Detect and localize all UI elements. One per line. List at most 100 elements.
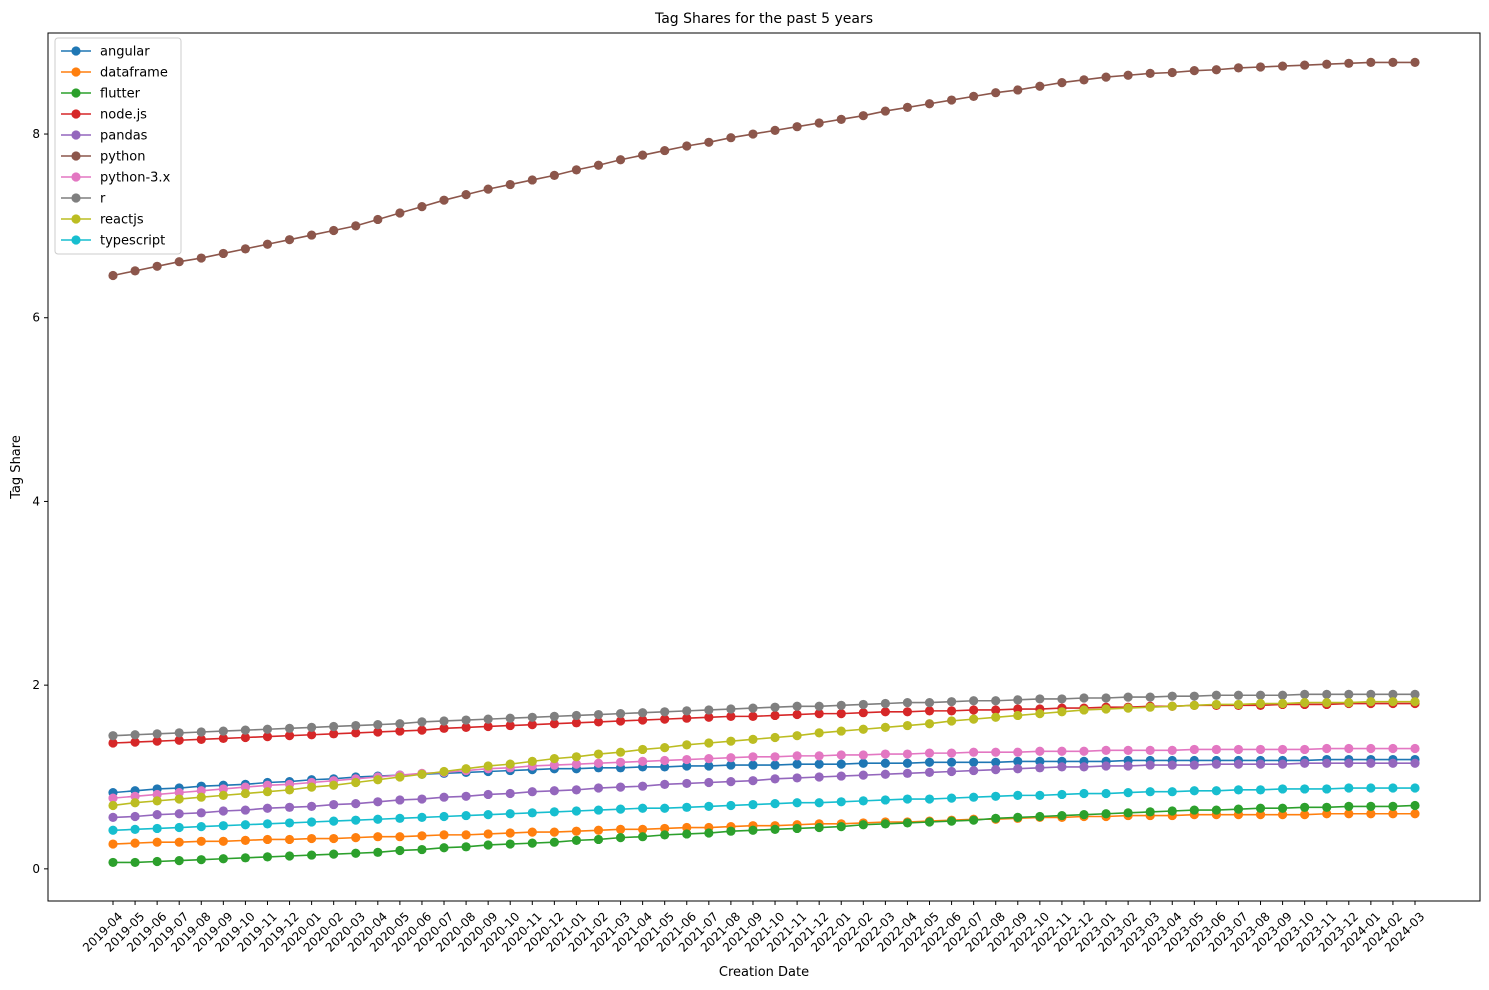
- data-point: [1211, 805, 1221, 815]
- data-point: [1035, 756, 1045, 766]
- data-point: [748, 711, 758, 721]
- data-point: [682, 740, 692, 750]
- data-point: [1410, 743, 1420, 754]
- data-point: [417, 202, 427, 212]
- data-point: [571, 806, 582, 816]
- data-point: [1410, 758, 1420, 768]
- legend-item-angular: angular: [61, 45, 150, 60]
- data-point: [483, 840, 493, 850]
- legend: angular dataframe flutter node.js pandas pyth…: [54, 37, 182, 255]
- data-point: [152, 789, 162, 800]
- data-point: [483, 184, 493, 194]
- data-point: [1344, 698, 1354, 708]
- data-point: [615, 833, 626, 843]
- data-point: [704, 828, 714, 838]
- data-point: [527, 756, 537, 766]
- data-point: [461, 810, 471, 821]
- data-point: [726, 704, 736, 714]
- data-point: [1167, 760, 1177, 770]
- data-point: [549, 807, 559, 817]
- data-point: [1277, 784, 1288, 794]
- data-point: [1167, 67, 1177, 78]
- data-point: [946, 697, 957, 707]
- data-point: [196, 808, 206, 818]
- legend-marker: [71, 130, 81, 140]
- data-point: [483, 721, 493, 732]
- data-point: [748, 752, 758, 762]
- data-point: [836, 726, 846, 736]
- data-point: [130, 791, 140, 801]
- data-point: [836, 797, 846, 807]
- data-point: [1366, 783, 1376, 793]
- data-point: [218, 854, 228, 864]
- data-point: [1233, 63, 1244, 73]
- data-point: [704, 712, 714, 722]
- data-point: [1410, 800, 1420, 811]
- data-point: [351, 777, 361, 788]
- data-point: [836, 750, 846, 760]
- data-point: [130, 811, 140, 822]
- data-point: [682, 706, 692, 716]
- data-point: [505, 759, 515, 769]
- data-point: [240, 820, 251, 830]
- data-point: [946, 95, 957, 105]
- data-point: [505, 713, 515, 723]
- data-point: [1322, 689, 1332, 699]
- data-point: [1145, 692, 1155, 702]
- data-point: [329, 780, 339, 790]
- data-point: [373, 832, 383, 842]
- data-point: [682, 141, 692, 151]
- data-point: [1013, 764, 1023, 774]
- data-point: [439, 811, 449, 822]
- data-point: [174, 822, 184, 833]
- data-point: [1057, 789, 1067, 800]
- data-point: [527, 787, 537, 797]
- data-point: [704, 754, 714, 764]
- data-point: [946, 716, 957, 726]
- data-point: [836, 700, 846, 710]
- data-point: [174, 837, 184, 847]
- data-point: [284, 731, 295, 741]
- data-point: [1211, 744, 1221, 755]
- data-point: [284, 723, 295, 733]
- data-point: [307, 782, 317, 792]
- data-point: [218, 806, 228, 816]
- data-point: [1366, 697, 1376, 707]
- data-point: [1366, 809, 1376, 819]
- data-point: [660, 743, 670, 753]
- data-point: [1211, 759, 1221, 769]
- data-point: [130, 737, 140, 747]
- data-point: [1189, 786, 1199, 796]
- data-point: [1057, 707, 1067, 717]
- data-point: [307, 833, 317, 844]
- data-point: [439, 766, 449, 777]
- data-point: [615, 824, 626, 834]
- data-point: [615, 804, 626, 814]
- data-point: [726, 711, 736, 721]
- data-point: [1366, 801, 1376, 811]
- data-point: [549, 837, 559, 847]
- data-point: [1277, 810, 1288, 820]
- data-point: [395, 772, 405, 782]
- y-tick-label: 4: [32, 494, 40, 508]
- data-point: [527, 808, 537, 818]
- data-point: [682, 761, 692, 771]
- data-point: [1167, 691, 1177, 701]
- data-point: [836, 709, 846, 719]
- data-point: [1388, 689, 1398, 699]
- data-point: [307, 730, 317, 740]
- data-point: [638, 715, 648, 725]
- data-point: [1145, 68, 1155, 79]
- data-point: [1013, 747, 1023, 757]
- data-point: [417, 831, 427, 841]
- data-point: [991, 88, 1001, 98]
- data-point: [196, 822, 206, 832]
- data-point: [329, 225, 339, 236]
- series-python: [108, 57, 1420, 281]
- data-point: [351, 720, 361, 731]
- data-point: [660, 762, 670, 772]
- data-point: [240, 805, 251, 815]
- legend-marker: [71, 172, 81, 182]
- data-point: [682, 778, 692, 789]
- data-point: [593, 717, 604, 727]
